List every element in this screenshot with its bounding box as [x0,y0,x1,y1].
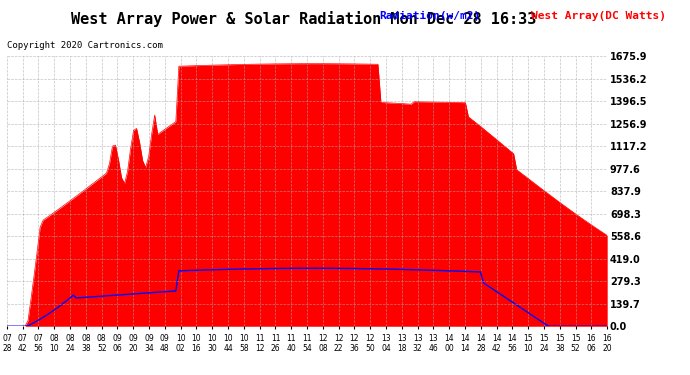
Text: West Array(DC Watts): West Array(DC Watts) [531,11,667,21]
Text: Radiation(w/m2): Radiation(w/m2) [380,11,481,21]
Text: Copyright 2020 Cartronics.com: Copyright 2020 Cartronics.com [7,41,163,50]
Text: West Array Power & Solar Radiation Mon Dec 28 16:33: West Array Power & Solar Radiation Mon D… [71,11,536,27]
